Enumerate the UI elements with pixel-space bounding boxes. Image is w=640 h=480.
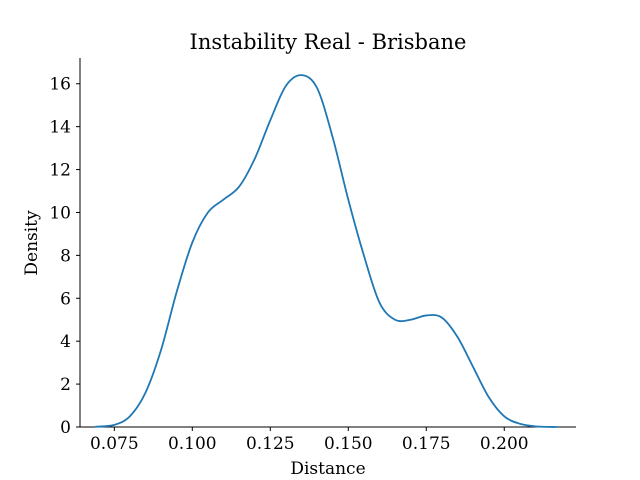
y-axis-label: Density (22, 210, 42, 276)
y-tick-label: 8 (60, 246, 71, 266)
x-tick-label: 0.200 (480, 434, 529, 454)
x-tick-label: 0.125 (246, 434, 295, 454)
y-tick-label: 4 (60, 332, 71, 352)
y-axis-ticks: 0 2 4 6 8 10 12 14 16 (49, 75, 80, 438)
x-tick-label: 0.100 (168, 434, 217, 454)
x-tick-label: 0.150 (324, 434, 373, 454)
x-tick-label: 0.175 (402, 434, 451, 454)
y-tick-label: 12 (49, 161, 71, 181)
y-tick-label: 2 (60, 375, 71, 395)
density-curve (94, 74, 559, 428)
x-tick-label: 0.075 (90, 434, 139, 454)
x-axis-ticks: 0.075 0.100 0.125 0.150 0.175 0.200 (90, 427, 529, 454)
y-tick-label: 10 (49, 203, 71, 223)
y-tick-label: 14 (49, 118, 71, 138)
chart-title: Instability Real - Brisbane (190, 30, 467, 54)
plot-area (79, 58, 576, 428)
y-tick-label: 0 (60, 418, 71, 438)
y-tick-label: 6 (60, 289, 71, 309)
y-tick-label: 16 (49, 75, 71, 95)
x-axis-label: Distance (290, 459, 365, 479)
series-layer (94, 74, 559, 428)
